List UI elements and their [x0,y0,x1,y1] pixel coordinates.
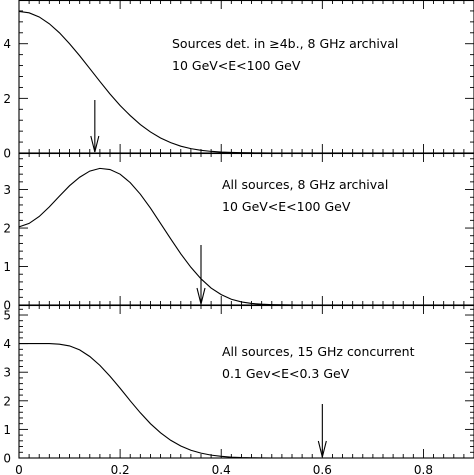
arrow-marker [317,404,327,458]
y-tick-label: 1 [3,423,11,437]
arrow-marker [90,100,100,153]
chart-panel-2: 0 1 2 3 All sources, 8 GHz archival 10 GeV<E<… [3,152,474,313]
chart-panel-1: 0 2 4 Sources det. in ≥4b., 8 GHz archival 1… [3,0,474,161]
y-tick-label: 4 [3,337,11,351]
annotation-line-1: All sources, 15 GHz concurrent [222,344,415,359]
y-tick-label: 5 [3,309,11,323]
x-tick-label: 0.4 [212,463,231,475]
annotation-line-2: 0.1 Gev<E<0.3 GeV [222,366,350,381]
annotation-line-2: 10 GeV<E<100 GeV [172,58,301,73]
y-tick-label: 2 [3,92,11,106]
annotation-line-1: Sources det. in ≥4b., 8 GHz archival [172,36,398,51]
y-tick-label: 0 [3,147,11,161]
x-tick-label: 0.2 [111,463,130,475]
y-tick-label: 1 [3,260,11,274]
y-tick-label: 3 [3,183,11,197]
annotation-line-2: 10 GeV<E<100 GeV [222,199,351,214]
series-line-1 [18,10,474,154]
y-tick-label: 2 [3,222,11,236]
y-tick-label: 0 [3,452,11,466]
annotation-line-1: All sources, 8 GHz archival [222,177,388,192]
y-tick-label: 2 [3,394,11,408]
x-tick-label: 0 [15,463,23,475]
series-line-1 [18,167,474,306]
chart-panel-3: 0 1 2 3 4 5 0 0.2 0.4 0.6 0.8 All sources, 15 GHz c… [3,304,474,475]
y-tick-label: 4 [3,37,11,51]
y-tick-label: 3 [3,366,11,380]
series-line-1 [19,343,474,459]
arrow-marker [196,245,206,305]
x-tick-label: 0.6 [313,463,332,475]
plot-frame [18,304,474,459]
plot-frame [18,0,474,154]
x-tick-label: 0.8 [414,463,433,475]
y-tick-label: 0 [3,299,11,313]
